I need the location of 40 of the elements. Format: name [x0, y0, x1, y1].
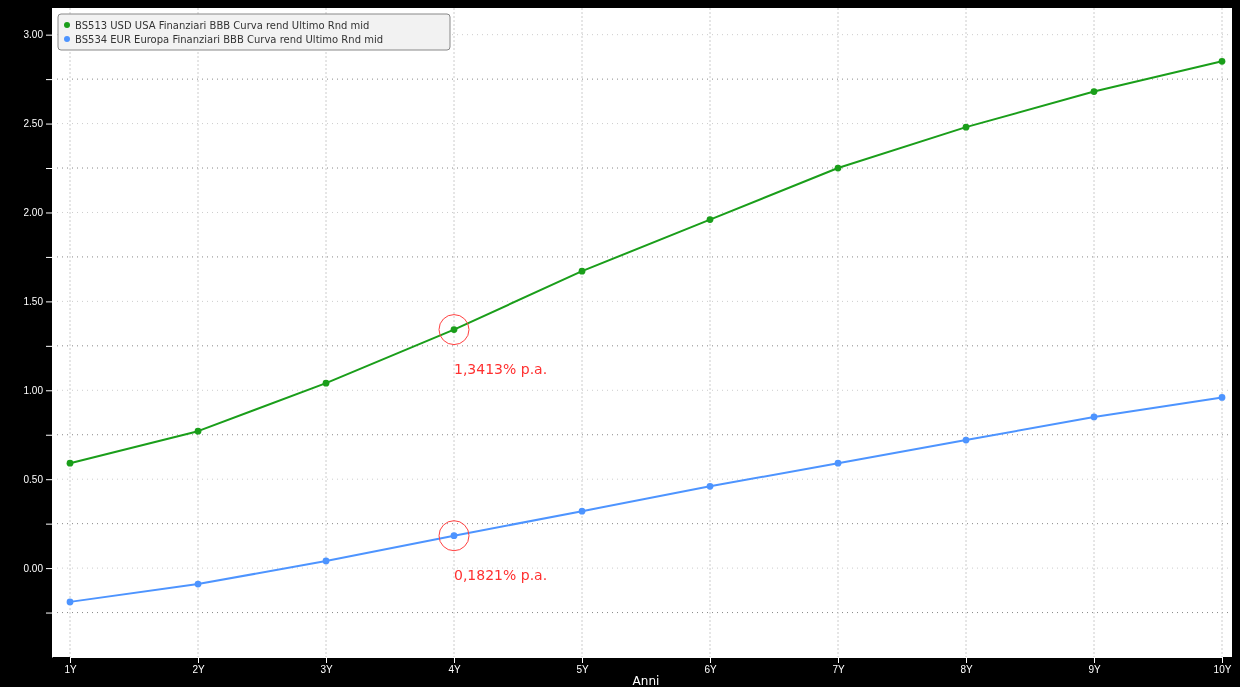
x-tick-label: 4Y — [448, 664, 461, 676]
x-tick-label: 2Y — [192, 664, 205, 676]
y-tick-label: 2.00 — [23, 207, 44, 219]
point — [706, 216, 714, 223]
annotation: 0,1821% p.a. — [454, 566, 548, 583]
point — [578, 267, 586, 275]
point — [1090, 88, 1098, 95]
point — [962, 123, 970, 131]
x-tick-label: 5Y — [576, 664, 589, 676]
point — [194, 580, 202, 588]
x-tick-label: 6Y — [704, 664, 717, 676]
x-tick-label: 9Y — [1088, 664, 1101, 676]
annotation: 1,3413% p.a. — [454, 360, 548, 377]
point — [706, 482, 714, 490]
point — [1090, 413, 1098, 421]
y-tick-label: 2.50 — [23, 118, 44, 130]
x-tick-label: 7Y — [832, 664, 845, 676]
point — [66, 598, 74, 606]
x-tick-label: 8Y — [960, 664, 973, 676]
point — [1218, 57, 1226, 65]
legend-label: BS534 EUR Europa Finanziari BBB Curva rend Ultimo Rnd mid — [75, 34, 384, 45]
x-axis-title: Anni — [632, 674, 660, 687]
x-tick-label: 3Y — [320, 664, 333, 676]
point — [834, 164, 842, 172]
point — [1218, 394, 1226, 401]
y-tick-label: 1.50 — [23, 296, 44, 308]
point — [578, 507, 586, 515]
point — [194, 427, 202, 435]
y-tick-label: 1.00 — [23, 384, 44, 396]
point — [834, 459, 842, 467]
point — [322, 557, 330, 565]
point — [322, 379, 330, 387]
y-tick-label: 3.00 — [23, 29, 44, 41]
legend-label: BS513 USD USA Finanziari BBB Curva rend Ultimo Rnd mid — [75, 20, 370, 31]
x-tick-label: 10Y — [1213, 664, 1232, 676]
point — [66, 459, 74, 467]
x-tick-label: 1Y — [64, 664, 77, 676]
text: 0.00 — [23, 562, 43, 574]
y-tick-label: 0.50 — [23, 473, 44, 485]
point — [962, 436, 970, 444]
